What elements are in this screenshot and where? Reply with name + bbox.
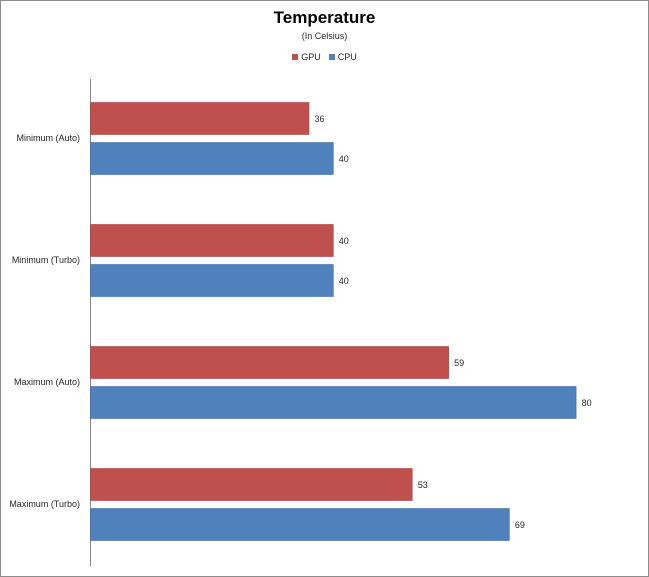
data-label-gpu-minimum-turbo: 40 (339, 236, 349, 246)
legend-swatch-cpu (328, 54, 335, 60)
category-label-minimum-auto: Minimum (Auto) (16, 133, 80, 143)
legend-item-cpu: CPU (328, 52, 357, 62)
category-label-maximum-auto: Maximum (Auto) (14, 377, 80, 387)
chart-title: Temperature (273, 8, 376, 27)
category-label-minimum-turbo: Minimum (Turbo) (12, 255, 80, 265)
bar-cpu-minimum-turbo (90, 264, 334, 297)
data-label-gpu-minimum-auto: 36 (315, 114, 325, 124)
bar-cpu-minimum-auto (90, 142, 334, 175)
chart-subtitle: (In Celsius) (301, 31, 348, 41)
bar-cpu-maximum-turbo (90, 508, 510, 541)
legend-label-cpu: CPU (337, 52, 357, 62)
category-label-maximum-turbo: Maximum (Turbo) (9, 499, 80, 509)
bar-gpu-maximum-turbo (90, 468, 413, 501)
data-label-gpu-maximum-turbo: 53 (418, 480, 428, 490)
data-label-cpu-minimum-turbo: 40 (339, 276, 349, 286)
data-label-cpu-minimum-auto: 40 (339, 154, 349, 164)
data-label-cpu-maximum-turbo: 69 (515, 520, 525, 530)
bar-cpu-maximum-auto (90, 386, 577, 419)
legend-item-gpu: GPU (292, 52, 321, 62)
bar-gpu-minimum-auto (90, 102, 310, 135)
legend-label-gpu: GPU (301, 52, 321, 62)
bar-gpu-maximum-auto (90, 346, 449, 379)
bar-gpu-minimum-turbo (90, 224, 334, 257)
legend-swatch-gpu (292, 54, 299, 60)
data-label-cpu-maximum-auto: 80 (582, 398, 592, 408)
data-label-gpu-maximum-auto: 59 (454, 358, 464, 368)
chart-legend: GPU CPU (0, 52, 649, 62)
